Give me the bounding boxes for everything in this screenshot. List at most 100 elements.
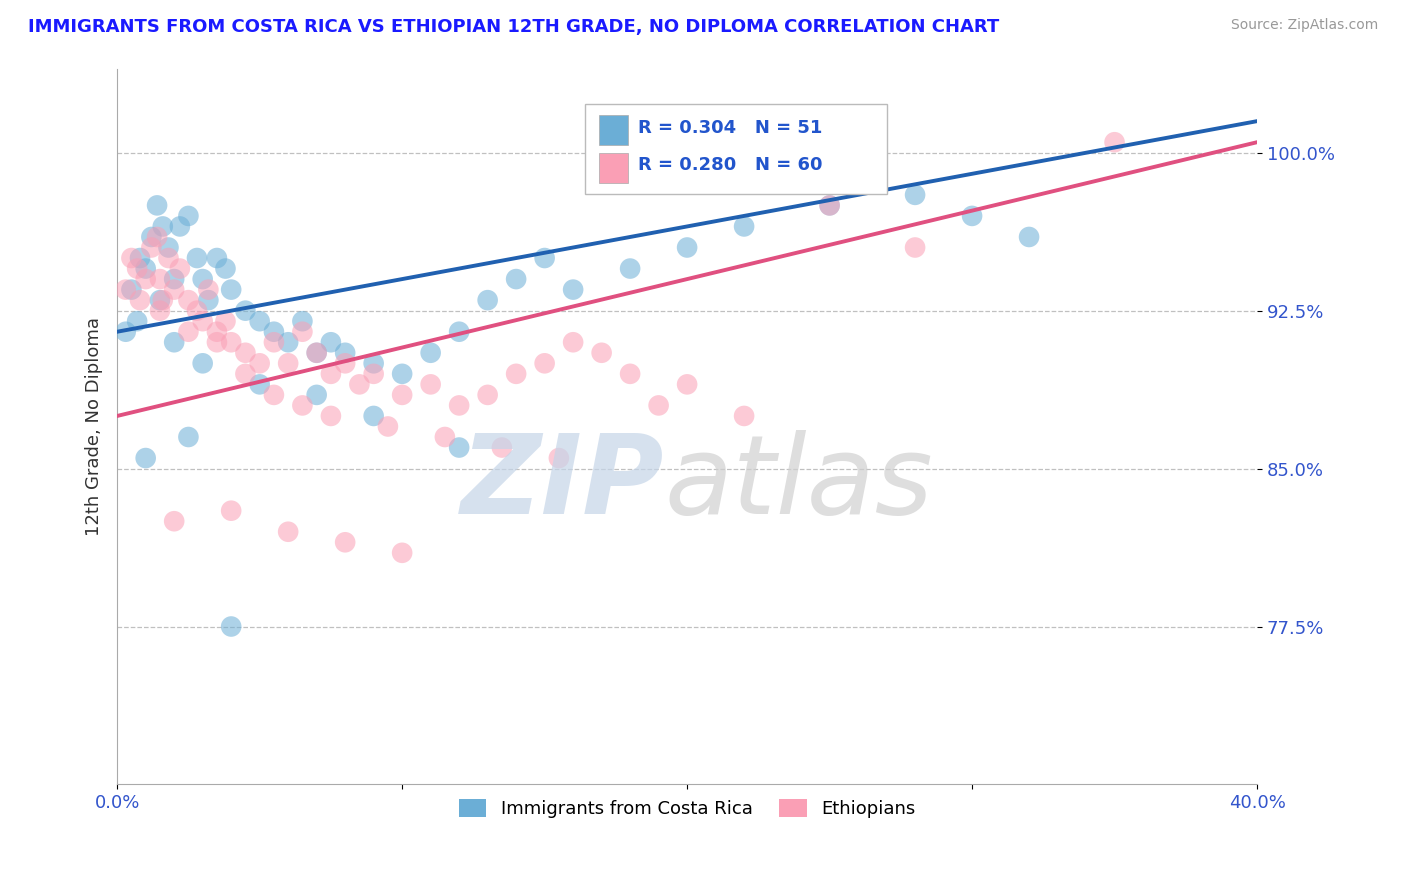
Point [157, 240, 180, 254]
Point [157, 251, 180, 265]
Text: R = 0.280   N = 60: R = 0.280 N = 60 [638, 156, 823, 174]
Point [676, 240, 699, 254]
Point [177, 209, 200, 223]
Point [562, 283, 585, 297]
Point [177, 430, 200, 444]
Point [152, 219, 174, 234]
Point [676, 377, 699, 392]
Point [562, 335, 585, 350]
Point [163, 335, 186, 350]
Point [129, 293, 152, 307]
Point [249, 377, 271, 392]
Point [960, 209, 983, 223]
Point [127, 261, 149, 276]
Point [277, 356, 299, 370]
Point [205, 335, 228, 350]
Point [163, 283, 186, 297]
Point [305, 345, 328, 359]
Point [547, 451, 569, 466]
Point [249, 314, 271, 328]
Point [291, 314, 314, 328]
Point [349, 377, 371, 392]
Point [191, 272, 214, 286]
Point [263, 325, 285, 339]
FancyBboxPatch shape [599, 153, 628, 183]
Point [146, 230, 169, 244]
Point [305, 345, 328, 359]
Point [591, 345, 613, 359]
Point [197, 283, 219, 297]
Point [319, 335, 342, 350]
Point [904, 240, 927, 254]
Point [146, 198, 169, 212]
Point [114, 283, 136, 297]
Point [433, 430, 456, 444]
Text: Source: ZipAtlas.com: Source: ZipAtlas.com [1230, 18, 1378, 32]
Point [263, 388, 285, 402]
Point [733, 219, 755, 234]
Point [135, 261, 157, 276]
Point [319, 409, 342, 423]
Point [135, 272, 157, 286]
Point [191, 314, 214, 328]
Point [391, 546, 413, 560]
Point [197, 293, 219, 307]
Point [377, 419, 399, 434]
Point [277, 524, 299, 539]
Point [120, 251, 142, 265]
Point [191, 356, 214, 370]
Point [449, 441, 471, 455]
Point [818, 198, 841, 212]
Point [391, 367, 413, 381]
Point [449, 325, 471, 339]
Point [619, 261, 641, 276]
Y-axis label: 12th Grade, No Diploma: 12th Grade, No Diploma [86, 317, 103, 536]
Point [333, 345, 356, 359]
Point [169, 219, 191, 234]
Point [205, 325, 228, 339]
Point [419, 377, 441, 392]
Point [127, 314, 149, 328]
Point [277, 335, 299, 350]
Point [533, 251, 555, 265]
Point [363, 367, 385, 381]
Point [249, 356, 271, 370]
Point [647, 399, 669, 413]
Point [263, 335, 285, 350]
Point [363, 409, 385, 423]
Point [533, 356, 555, 370]
Point [163, 514, 186, 528]
Point [391, 388, 413, 402]
Point [163, 272, 186, 286]
Point [477, 293, 499, 307]
Point [319, 367, 342, 381]
Point [235, 367, 257, 381]
Point [291, 325, 314, 339]
Point [120, 283, 142, 297]
Point [141, 240, 163, 254]
Point [505, 367, 527, 381]
FancyBboxPatch shape [585, 104, 887, 194]
Point [177, 325, 200, 339]
Text: R = 0.304   N = 51: R = 0.304 N = 51 [638, 119, 823, 137]
Point [149, 293, 172, 307]
Point [291, 399, 314, 413]
Point [219, 335, 242, 350]
Point [419, 345, 441, 359]
Point [235, 345, 257, 359]
Point [186, 251, 208, 265]
Text: IMMIGRANTS FROM COSTA RICA VS ETHIOPIAN 12TH GRADE, NO DIPLOMA CORRELATION CHART: IMMIGRANTS FROM COSTA RICA VS ETHIOPIAN … [28, 18, 1000, 36]
Point [333, 356, 356, 370]
Point [305, 388, 328, 402]
Point [333, 535, 356, 549]
Point [733, 409, 755, 423]
Point [363, 356, 385, 370]
Point [177, 293, 200, 307]
Point [505, 272, 527, 286]
Point [149, 272, 172, 286]
Point [477, 388, 499, 402]
Point [135, 451, 157, 466]
Point [169, 261, 191, 276]
Point [818, 198, 841, 212]
FancyBboxPatch shape [599, 115, 628, 145]
